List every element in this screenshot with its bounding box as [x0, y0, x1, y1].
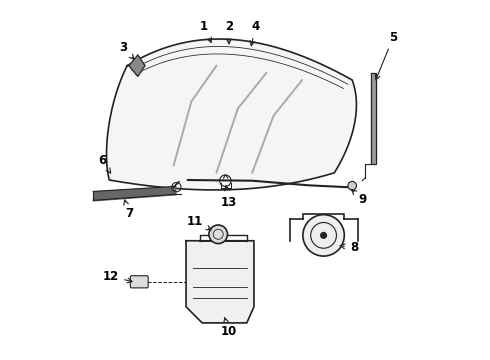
- Text: 8: 8: [340, 241, 358, 255]
- Polygon shape: [371, 73, 376, 164]
- FancyBboxPatch shape: [130, 276, 148, 288]
- Text: 4: 4: [250, 20, 260, 46]
- Circle shape: [303, 215, 344, 256]
- Polygon shape: [106, 39, 356, 190]
- Text: 2: 2: [225, 20, 233, 44]
- Text: 11: 11: [187, 215, 211, 230]
- Circle shape: [348, 181, 356, 190]
- Text: 5: 5: [375, 31, 397, 80]
- Polygon shape: [129, 55, 145, 76]
- Text: 10: 10: [221, 318, 237, 338]
- Text: 1: 1: [200, 20, 211, 42]
- Text: 3: 3: [120, 41, 134, 59]
- Text: 13: 13: [221, 186, 237, 209]
- Circle shape: [209, 225, 227, 244]
- Text: 12: 12: [103, 270, 132, 283]
- Text: 6: 6: [98, 154, 111, 173]
- Polygon shape: [186, 241, 254, 323]
- Circle shape: [321, 233, 326, 238]
- Text: 7: 7: [124, 200, 133, 220]
- Text: 9: 9: [352, 190, 367, 206]
